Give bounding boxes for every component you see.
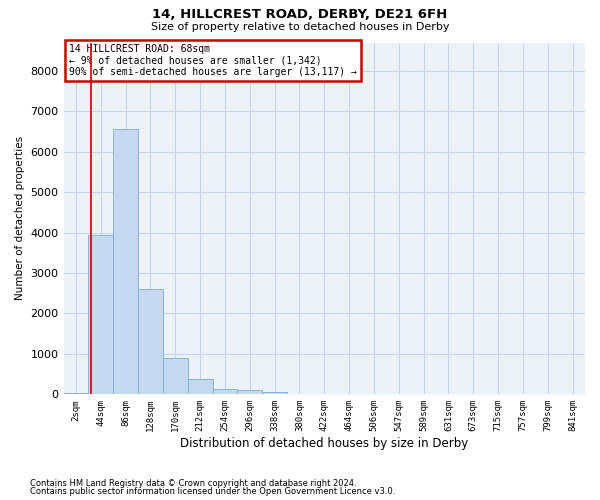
Bar: [88, 234, 113, 394]
Text: 14 HILLCREST ROAD: 68sqm
← 9% of detached houses are smaller (1,342)
90% of semi: 14 HILLCREST ROAD: 68sqm ← 9% of detache…: [69, 44, 356, 78]
Bar: [212, 389, 238, 394]
Text: Contains public sector information licensed under the Open Government Licence v3: Contains public sector information licen…: [30, 487, 395, 496]
X-axis label: Distribution of detached houses by size in Derby: Distribution of detached houses by size …: [180, 437, 469, 450]
Y-axis label: Number of detached properties: Number of detached properties: [15, 136, 25, 300]
Bar: [188, 380, 212, 394]
Bar: [64, 392, 88, 394]
Text: 14, HILLCREST ROAD, DERBY, DE21 6FH: 14, HILLCREST ROAD, DERBY, DE21 6FH: [152, 8, 448, 20]
Text: Size of property relative to detached houses in Derby: Size of property relative to detached ho…: [151, 22, 449, 32]
Text: Contains HM Land Registry data © Crown copyright and database right 2024.: Contains HM Land Registry data © Crown c…: [30, 478, 356, 488]
Bar: [262, 392, 287, 394]
Bar: [113, 130, 138, 394]
Bar: [163, 358, 188, 395]
Bar: [238, 390, 262, 394]
Bar: [138, 289, 163, 395]
